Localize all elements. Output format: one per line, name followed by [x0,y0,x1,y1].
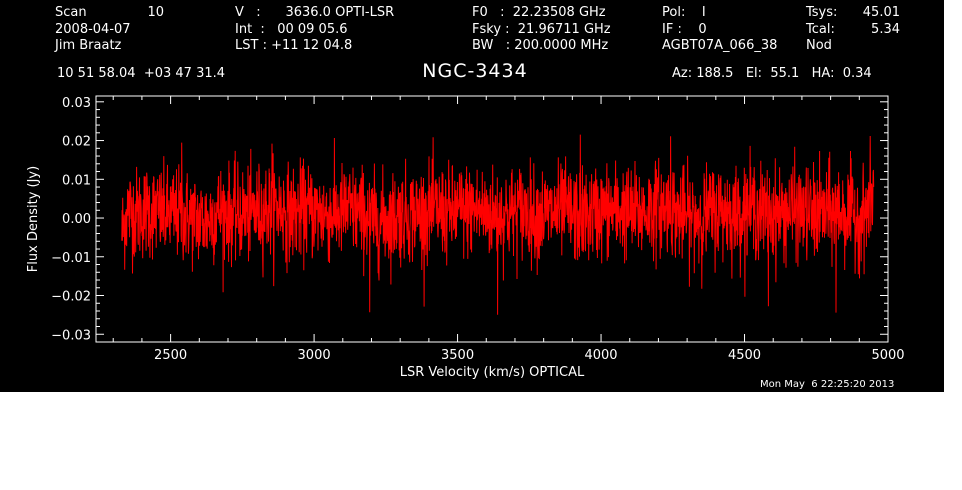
header-pointing: Az: 188.5 El: 55.1 HA: 0.34 [672,66,872,81]
source-name: NGC-3434 [422,60,528,82]
plot-timestamp: Mon May 6 22:25:20 2013 [760,379,895,390]
y-axis-title: Flux Density (Jy) [26,166,41,272]
header-integration: Int : 00 09 05.6 [235,22,348,37]
y-tick-label: −0.03 [51,328,91,343]
x-tick-label: 3500 [441,348,474,363]
header-scan-label: Scan [55,5,87,20]
header-nod-label: Nod [806,38,832,53]
header-sky-freq: Fsky : 21.96711 GHz [472,22,611,37]
spectrum-chart: 2500 3000 3500 4000 4500 5000 −0.03 −0.02 −0.01 0… [26,95,905,380]
axis-ticks: 2500 3000 3500 4000 4500 5000 −0.03 −0.02 −0.01 0… [51,96,904,363]
x-tick-label: 4000 [584,348,617,363]
header-rest-freq: F0 : 22.23508 GHz [472,5,606,20]
header-tsys-value: 45.01 [862,5,900,20]
x-tick-label: 5000 [871,348,904,363]
header-tcal-label: Tcal: [806,22,835,37]
x-tick-label: 3000 [298,348,331,363]
spectrum-trace [121,134,875,315]
header-tsys-label: Tsys: [806,5,838,20]
header-polarization: Pol: I [662,5,706,20]
y-tick-label: 0.02 [62,135,91,150]
header-scan-number: 10 [147,5,164,20]
y-tick-label: −0.02 [51,290,91,305]
x-axis-title: LSR Velocity (km/s) OPTICAL [400,365,585,380]
header-lst: LST : +11 12 04.8 [235,38,353,53]
plot-frame [95,95,889,343]
header-if: IF : 0 [662,22,707,37]
header-bandwidth: BW : 200.0000 MHz [472,38,609,53]
x-tick-label: 4500 [728,348,761,363]
plot-panel: Scan 10 2008-04-07 Jim Braatz V : 3636.0… [0,0,944,392]
header-velocity: V : 3636.0 OPTI-LSR [235,5,395,20]
header-coordinates: 10 51 58.04 +03 47 31.4 [57,66,226,81]
y-tick-label: 0.00 [62,212,91,227]
y-tick-label: −0.01 [51,251,91,266]
spectrum-line [121,134,875,315]
y-tick-label: 0.03 [62,96,91,111]
header-project: AGBT07A_066_38 [662,38,778,53]
header-tcal-value: 5.34 [871,22,900,37]
x-tick-label: 2500 [154,348,187,363]
y-tick-label: 0.01 [62,173,91,188]
header-observer: Jim Braatz [55,38,122,53]
header-date: 2008-04-07 [55,22,131,37]
